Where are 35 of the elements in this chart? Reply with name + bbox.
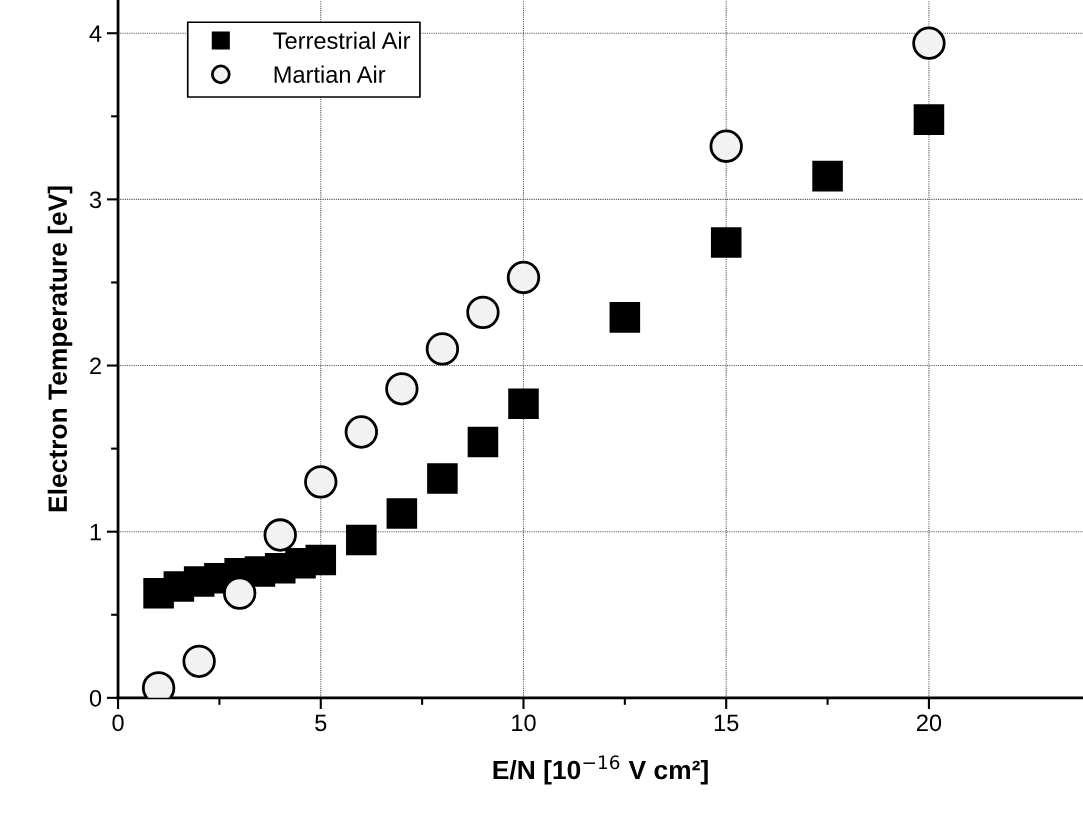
point: [508, 388, 539, 420]
x-tick-label: 15: [714, 714, 739, 732]
point: [182, 644, 216, 678]
y-tick-label: 0: [89, 689, 102, 707]
point: [223, 576, 257, 610]
y-axis-title: Electron Temperature [eV]: [47, 186, 73, 512]
point: [709, 129, 743, 163]
point: [427, 463, 458, 494]
point: [466, 295, 500, 330]
y-tick-label: 1: [90, 524, 101, 541]
x-tick-label: 5: [315, 714, 327, 732]
x-tick-label: 10: [512, 714, 536, 732]
legend-label: Terrestrial Air: [273, 31, 411, 50]
point: [304, 465, 338, 499]
point: [386, 498, 418, 529]
point: [385, 372, 419, 406]
y-tick-label: 2: [90, 357, 101, 375]
point: [912, 26, 946, 60]
x-tick-label: 0: [112, 714, 124, 732]
point: [305, 544, 337, 576]
point: [710, 227, 742, 258]
x-tick-label: 20: [916, 714, 942, 732]
point: [346, 524, 377, 556]
point: [467, 426, 499, 458]
legend-label: Martian Air: [274, 65, 386, 83]
point: [913, 104, 945, 135]
point: [812, 160, 843, 192]
point: [344, 415, 378, 449]
x-axis-title: E/N [10$^{−16}$ V cm²]: [493, 755, 708, 785]
point: [609, 302, 641, 333]
point: [263, 518, 297, 552]
point: [506, 260, 541, 295]
point: [425, 332, 460, 366]
y-tick-label: 4: [89, 25, 102, 42]
y-tick-label: 3: [89, 191, 102, 209]
